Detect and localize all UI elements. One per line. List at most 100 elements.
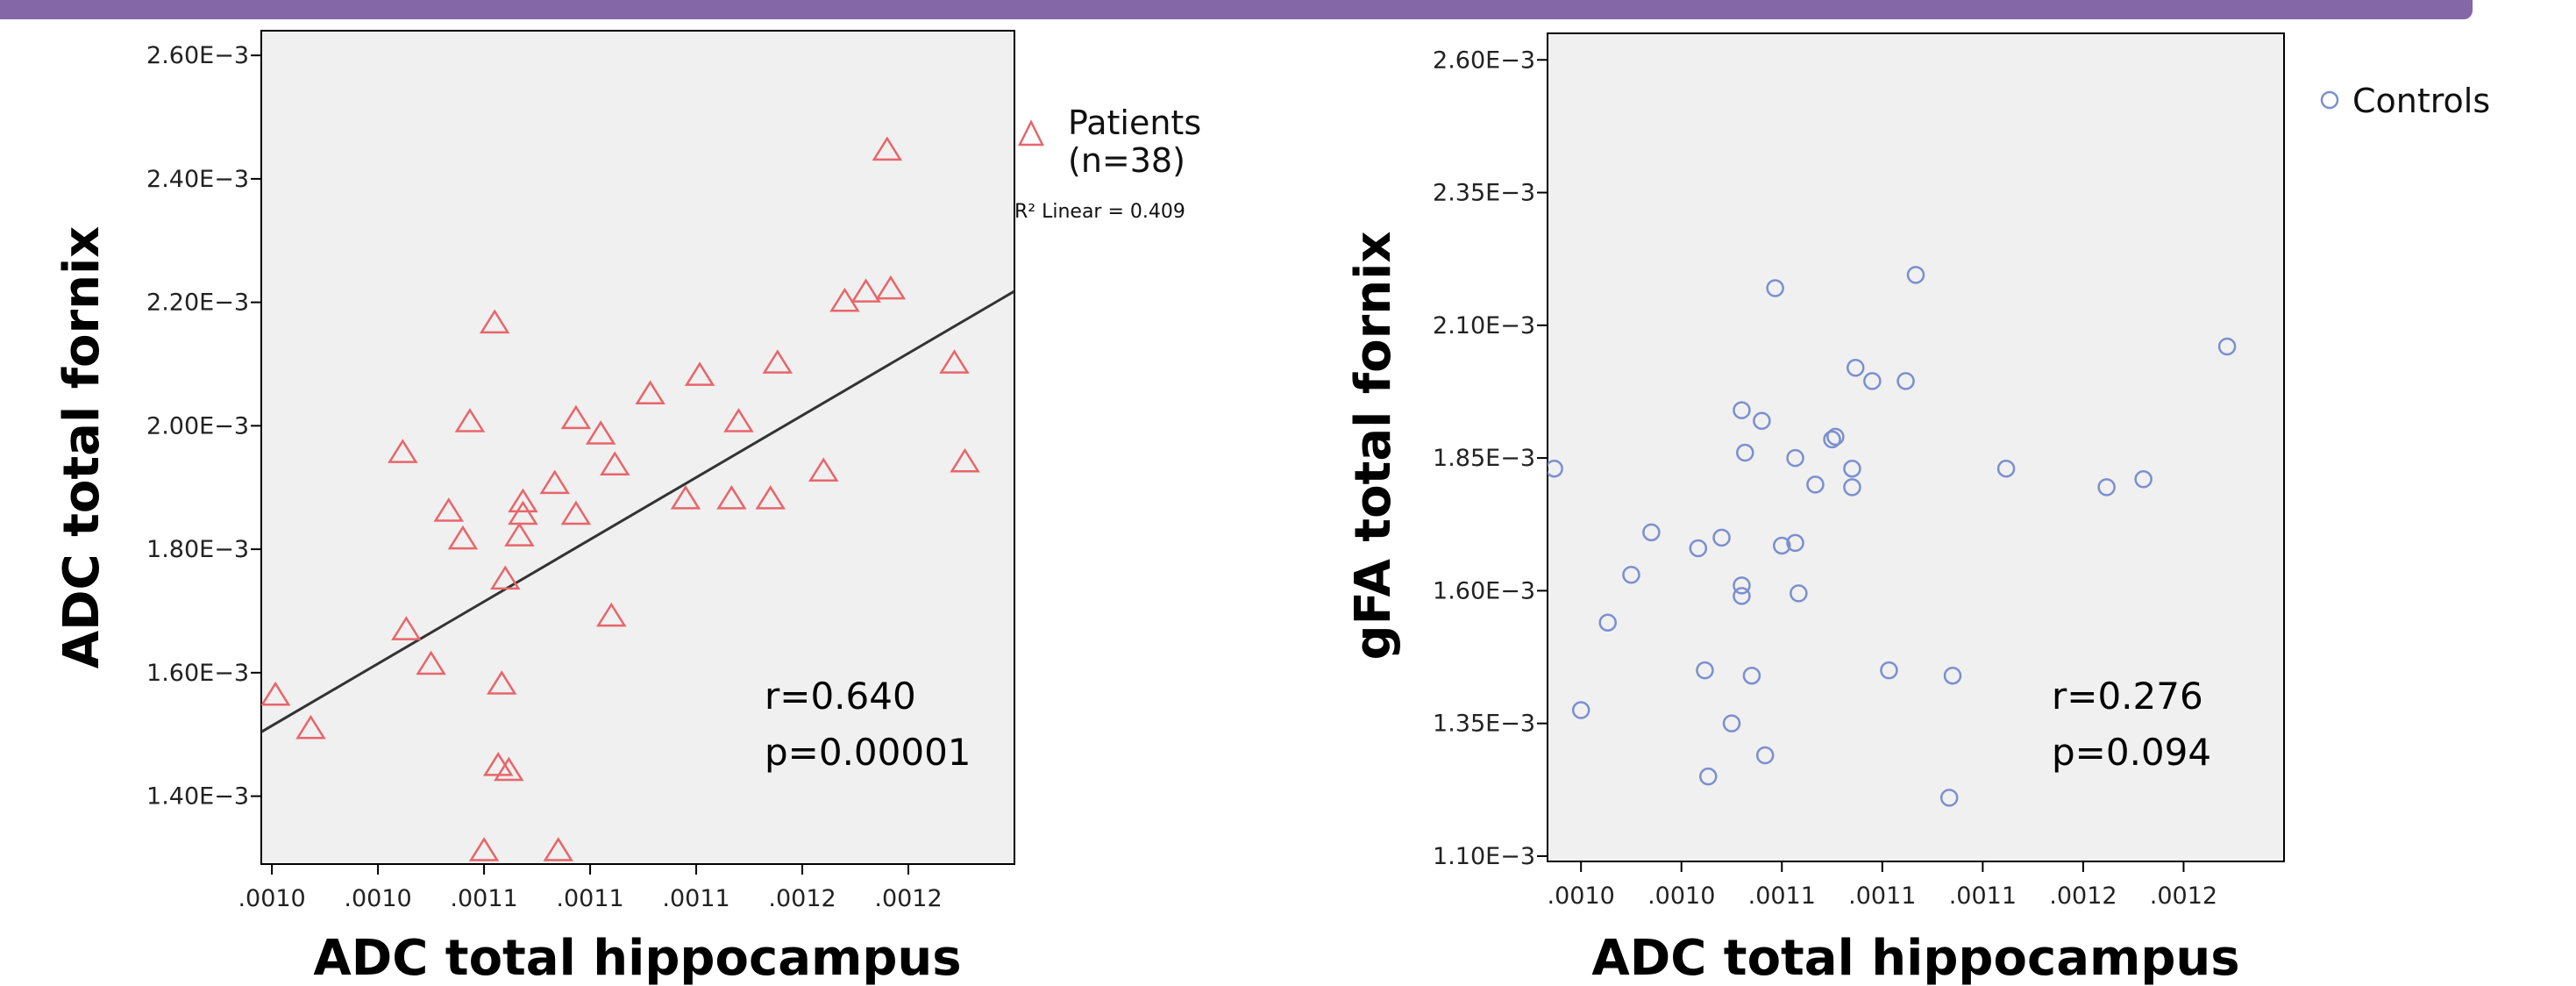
controls-data-point [1733,401,1751,419]
patients-plot-area [260,30,1015,865]
patients-data-point [670,485,701,510]
patients-y-tick-label: 2.00E−3 [146,412,249,439]
controls-data-point [1996,459,2016,478]
patients-r2-label: R² Linear = 0.409 [1014,201,1185,223]
controls-legend-circle-icon [2320,90,2339,110]
patients-legend: Patients (n=38) R² Linear = 0.409 [1014,104,1201,223]
patients-x-tick-label: .0012 [874,885,942,912]
controls-data-point [1823,430,1841,449]
patients-data-point [850,278,881,303]
patients-x-axis-title: ADC total hippocampus [313,930,961,986]
controls-legend: Controls [2320,82,2490,120]
controls-correlation-p: p=0.094 [2052,731,2211,774]
patients-data-point [585,420,616,445]
controls-data-point [1733,587,1751,605]
controls-data-point [1906,266,1925,284]
patients-x-tick-label: .0010 [344,885,411,912]
title-banner [0,0,2473,19]
patients-data-point [600,451,630,475]
patients-data-point [723,408,754,432]
patients-y-axis-title: ADC total fornix [53,226,110,669]
patients-x-tick-label: .0010 [238,885,305,912]
controls-data-point [1843,459,1861,478]
controls-plot-area [1547,32,2285,862]
patients-data-point [454,408,486,432]
patients-data-point [543,837,574,861]
patients-data-point [508,488,538,513]
controls-data-point [1943,666,1962,685]
controls-plot-content [1548,266,2237,807]
controls-data-point [1548,459,1563,478]
controls-y-tick-label: 2.60E−3 [1433,46,1535,74]
patients-x-tick-label: .0011 [556,885,623,912]
controls-data-point [1863,372,1882,390]
controls-data-point [1598,613,1617,632]
patients-data-point [539,469,570,495]
patients-data-point [261,681,291,706]
controls-x-tick-label: .0011 [1748,882,1816,910]
patients-y-tick-label: 1.60E−3 [146,660,249,687]
controls-data-point [1847,358,1865,377]
patients-data-point [508,500,538,525]
controls-data-point [1733,576,1751,595]
patients-data-point [595,602,627,627]
patients-legend-label: Patients [1068,104,1201,142]
controls-data-point [1806,475,1825,494]
patients-y-tick-label: 2.40E−3 [146,166,249,193]
controls-data-point [1696,661,1714,680]
controls-data-point [1896,372,1915,390]
controls-y-tick-label: 1.10E−3 [1433,843,1535,870]
patients-plot-content [261,136,1014,861]
patients-data-point [635,380,665,405]
patients-data-point [875,275,907,300]
controls-data-point [1766,279,1784,297]
patients-y-tick-label: 1.80E−3 [146,536,249,563]
controls-x-tick-label: .0011 [1848,882,1916,910]
controls-y-axis-title: gFA total fornix [1345,232,1402,661]
controls-x-tick-label: .0012 [2049,882,2117,910]
patients-data-point [486,670,517,695]
patients-data-point [479,309,510,334]
patients-data-point [808,457,839,482]
patients-y-tick-label: 2.20E−3 [146,289,249,317]
controls-y-tick-label: 1.60E−3 [1433,577,1535,604]
controls-data-point [1790,584,1808,603]
patients-chart: 1.40E−3 1.60E−3 1.80E−3 2.00E−3 2.20E−3 2.40E… [53,30,1201,986]
controls-data-point [1939,789,1959,807]
controls-data-point [1755,746,1775,765]
controls-x-tick-label: .0010 [1647,882,1715,910]
patients-data-point [950,447,980,473]
controls-data-point [1642,523,1661,542]
patients-y-tick-label: 1.40E−3 [146,783,249,811]
patients-data-point [684,361,715,386]
patients-data-point [755,485,786,510]
patients-data-point [560,404,592,430]
controls-data-point [1736,443,1754,462]
controls-y-tick-label: 2.35E−3 [1433,180,1535,207]
controls-data-point [1753,411,1771,430]
patients-data-point [494,756,524,782]
controls-y-tick-label: 2.10E−3 [1433,312,1535,339]
patients-data-point [391,616,422,640]
patients-correlation-r: r=0.640 [765,675,916,718]
controls-x-tick-label: .0012 [2150,882,2217,910]
patients-data-point [560,500,592,525]
controls-data-point [1826,427,1845,447]
controls-data-point [2097,478,2116,497]
controls-x-tick-label: .0010 [1548,882,1615,910]
patients-correlation-p: p=0.00001 [765,731,971,774]
controls-data-point [2134,470,2153,489]
controls-chart: 1.10E−3 1.35E−3 1.60E−3 1.85E−3 2.10E−3 2.35E… [1345,32,2490,986]
patients-data-point [433,497,464,522]
patients-y-tick-label: 2.60E−3 [146,42,249,69]
controls-axes: 1.10E−3 1.35E−3 1.60E−3 1.85E−3 2.10E−3 2.35E… [1433,46,2217,910]
controls-data-point [1689,539,1708,558]
patients-legend-count: (n=38) [1068,141,1185,180]
patients-data-point [716,485,747,510]
patients-data-point [295,714,326,740]
patients-data-point [504,522,535,547]
controls-data-point [1843,478,1861,497]
patients-data-point [829,287,860,312]
patients-data-point [388,439,418,463]
